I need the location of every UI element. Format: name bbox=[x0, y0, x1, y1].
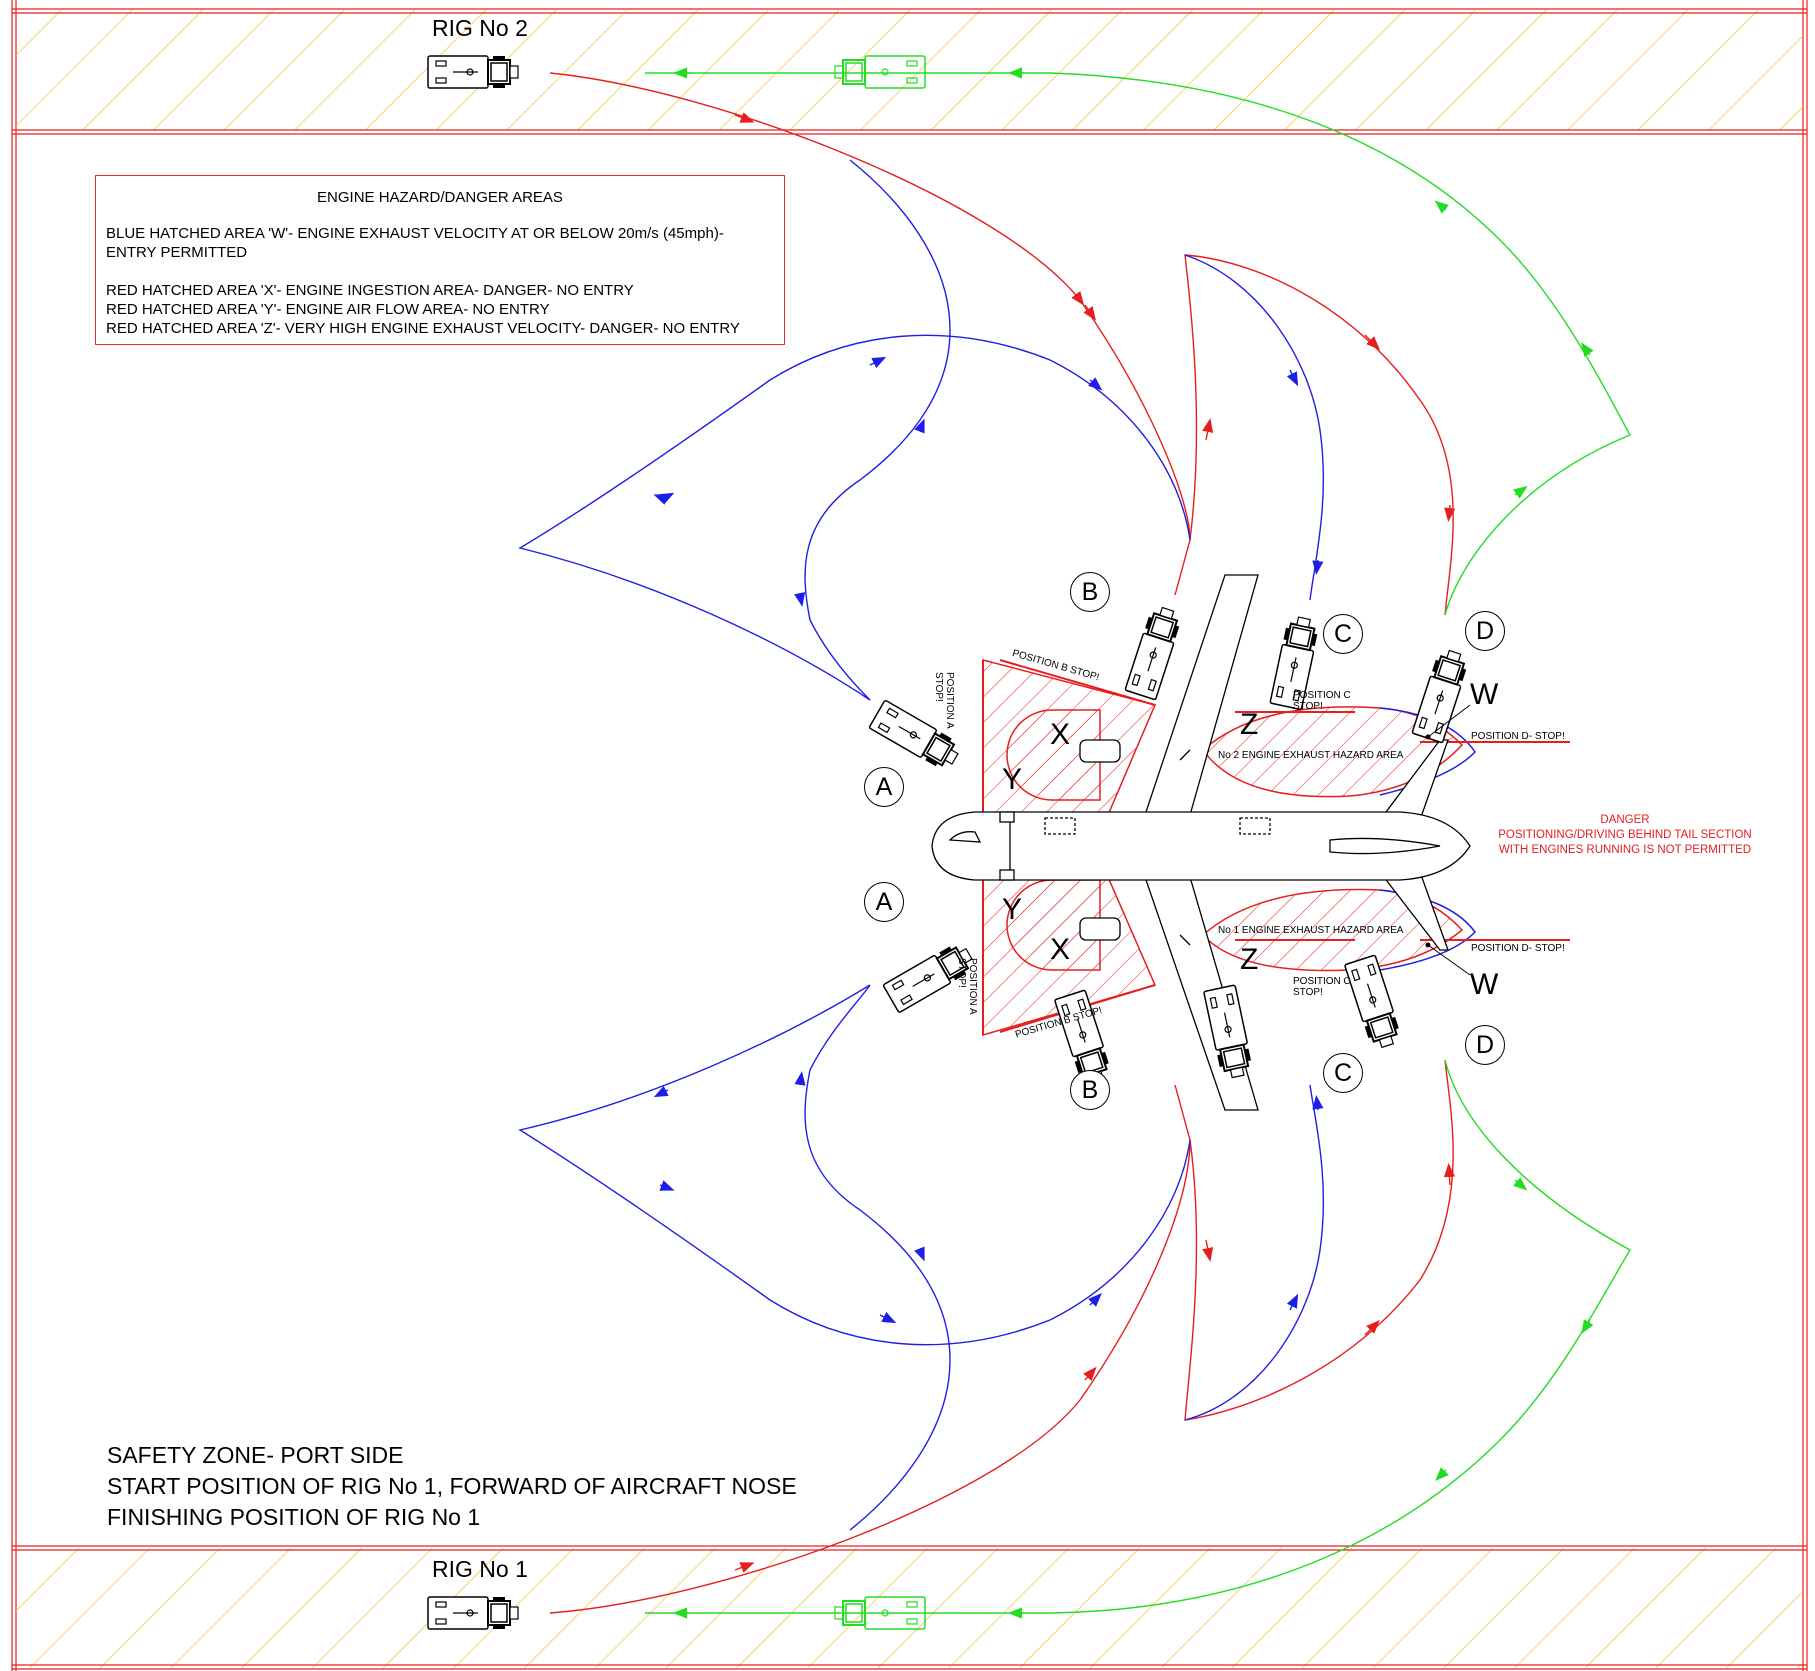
rig-no1-return-path-green bbox=[645, 1059, 1631, 1619]
no2-engine-hazard-label: No 2 ENGINE EXHAUST HAZARD AREA bbox=[1218, 750, 1404, 761]
hazard-area-x-lower bbox=[1006, 879, 1101, 971]
hazard-area-z-lower bbox=[1201, 888, 1476, 972]
zone-w-lower-label: W bbox=[1470, 968, 1499, 1001]
position-d-upper-label: POSITION D- STOP! bbox=[1471, 731, 1565, 742]
frame bbox=[11, 0, 1808, 1671]
rig-no2-path-red bbox=[549, 72, 1456, 616]
legend-line-w-cont: ENTRY PERMITTED bbox=[106, 244, 248, 261]
position-d-lower-label: POSITION D- STOP! bbox=[1471, 943, 1565, 954]
legend-title: ENGINE HAZARD/DANGER AREAS bbox=[317, 189, 563, 206]
position-a-lower-label: POSITION A STOP! bbox=[956, 958, 978, 1015]
position-c-upper-marker: C bbox=[1323, 614, 1363, 654]
position-a-upper-marker: A bbox=[864, 767, 904, 807]
note-safety-zone: SAFETY ZONE- PORT SIDE bbox=[107, 1442, 404, 1468]
blue-path-upper bbox=[518, 159, 1325, 701]
w-pointers bbox=[1425, 704, 1471, 976]
zone-y-lower-label: Y bbox=[1002, 893, 1023, 926]
legend-line-y: RED HATCHED AREA 'Y'- ENGINE AIR FLOW AR… bbox=[106, 301, 550, 318]
aircraft-fuselage bbox=[931, 811, 1471, 881]
legend-line-w: BLUE HATCHED AREA 'W'- ENGINE EXHAUST VE… bbox=[106, 225, 724, 242]
position-c-upper-label: POSITION C STOP! bbox=[1293, 690, 1351, 712]
legend-line-x: RED HATCHED AREA 'X'- ENGINE INGESTION A… bbox=[106, 282, 634, 299]
zone-z-upper-label: Z bbox=[1240, 708, 1259, 741]
blue-path-lower bbox=[518, 984, 1325, 1531]
zone-z-lower-label: Z bbox=[1240, 943, 1259, 976]
zone-y-upper-label: Y bbox=[1002, 763, 1023, 796]
danger-note: DANGER POSITIONING/DRIVING BEHIND TAIL S… bbox=[1495, 813, 1755, 858]
top-safety-band bbox=[12, 8, 1807, 135]
position-b-upper-marker: B bbox=[1070, 572, 1110, 612]
rig-no1-path-red bbox=[549, 1059, 1456, 1614]
no1-engine-hazard-label: No 1 ENGINE EXHAUST HAZARD AREA bbox=[1218, 925, 1404, 936]
legend-box: ENGINE HAZARD/DANGER AREAS BLUE HATCHED … bbox=[95, 175, 785, 345]
hazard-area-x-upper bbox=[1006, 709, 1101, 801]
rig-no2-return-path-green bbox=[645, 67, 1631, 616]
rig-no1-start bbox=[427, 1596, 519, 1630]
rig-no2-start bbox=[427, 55, 519, 89]
legend-line-z: RED HATCHED AREA 'Z'- VERY HIGH ENGINE E… bbox=[106, 320, 740, 337]
zone-x-upper-label: X bbox=[1050, 718, 1071, 751]
engine-no1 bbox=[1079, 917, 1121, 941]
rig-position-d-upper bbox=[1411, 646, 1472, 744]
danger-line-1: POSITIONING/DRIVING BEHIND TAIL SECTION bbox=[1498, 829, 1752, 841]
position-d-upper-marker: D bbox=[1465, 611, 1505, 651]
rig-no2-label: RIG No 2 bbox=[432, 15, 528, 41]
position-a-upper-label: POSITION A STOP! bbox=[933, 672, 955, 729]
rig-position-b-upper bbox=[1124, 603, 1185, 701]
note-finish-position: FINISHING POSITION OF RIG No 1 bbox=[107, 1504, 481, 1530]
note-start-position: START POSITION OF RIG No 1, FORWARD OF A… bbox=[107, 1473, 797, 1499]
position-a-lower-marker: A bbox=[864, 882, 904, 922]
bottom-safety-band bbox=[12, 1545, 1807, 1670]
position-d-lower-marker: D bbox=[1465, 1025, 1505, 1065]
danger-line-2: WITH ENGINES RUNNING IS NOT PERMITTED bbox=[1498, 844, 1752, 856]
position-c-lower-marker: C bbox=[1323, 1053, 1363, 1093]
position-b-lower-marker: B bbox=[1070, 1070, 1110, 1110]
engine-no2 bbox=[1079, 739, 1121, 763]
zone-x-lower-label: X bbox=[1050, 933, 1071, 966]
rig-position-d-lower bbox=[1343, 954, 1404, 1052]
zone-w-upper-label: W bbox=[1470, 678, 1499, 711]
rig-no1-label: RIG No 1 bbox=[432, 1556, 528, 1582]
danger-title: DANGER bbox=[1600, 814, 1650, 826]
position-c-lower-label: POSITION C STOP! bbox=[1293, 976, 1351, 998]
